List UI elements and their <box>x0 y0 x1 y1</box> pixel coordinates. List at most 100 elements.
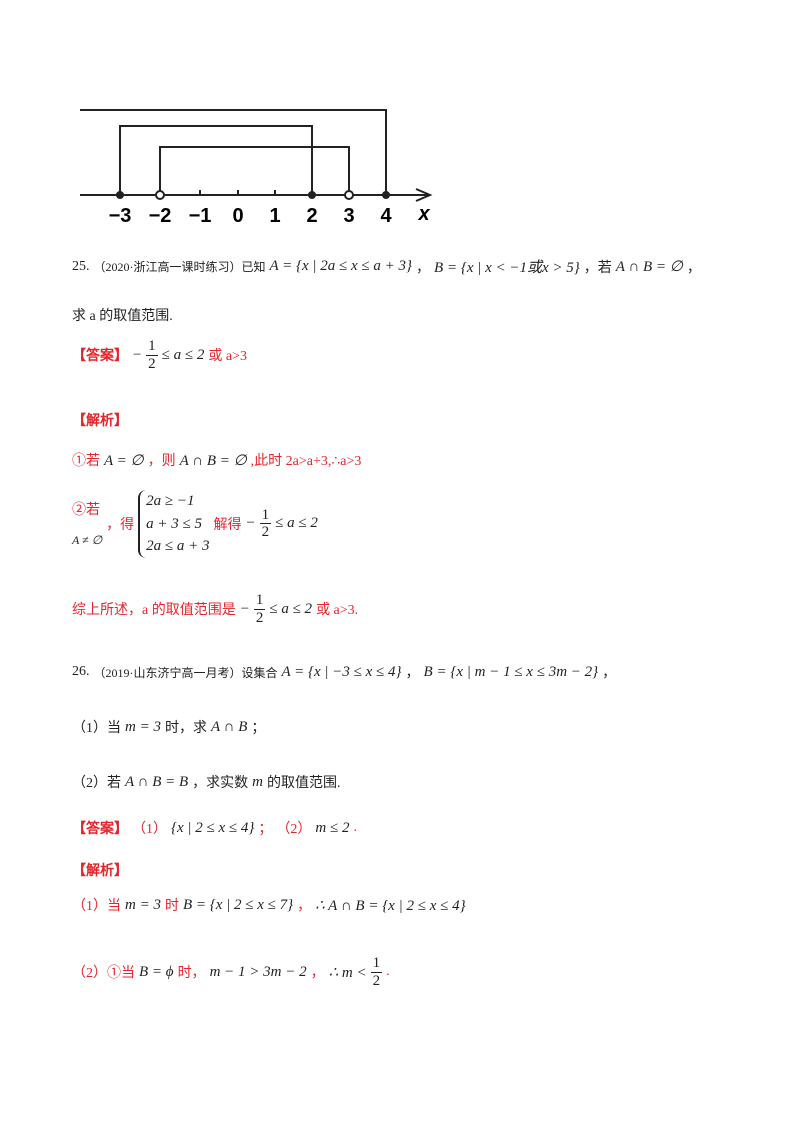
math: {x | 2 ≤ x ≤ 4} <box>171 819 255 836</box>
numerator: 1 <box>146 338 158 356</box>
tick-label: 1 <box>269 205 280 227</box>
closed-dot <box>382 191 390 199</box>
q25-line: 25. （2020·浙江高一课时练习）已知 A = {x | 2a ≤ x ≤ … <box>72 258 701 276</box>
text: ,此时 2a>a+3,∴a>3 <box>250 454 362 469</box>
answer-tag: 【答案】 <box>72 822 128 837</box>
math: B = ϕ <box>139 963 174 980</box>
text: . <box>353 820 357 835</box>
math: B = {x | m − 1 ≤ x ≤ 3m − 2} <box>423 663 599 680</box>
q26-part1: （1）当 m = 3 时，求 A ∩ B ； <box>72 717 265 737</box>
text: ； <box>258 822 273 837</box>
text: ， <box>297 899 312 914</box>
math: A = {x | −3 ≤ x ≤ 4} <box>281 663 402 680</box>
analysis-tag: 【解析】 <box>72 864 128 879</box>
tick-label: 4 <box>380 205 392 227</box>
closed-dot <box>308 191 316 199</box>
text: ， <box>602 666 617 681</box>
text: （2） <box>276 822 312 837</box>
math: A = {x | 2a ≤ x ≤ a + 3} <box>269 258 413 274</box>
math: ∴ m < <box>328 964 367 981</box>
denominator: 2 <box>255 609 264 626</box>
q-number: 26. <box>72 664 90 679</box>
bracket-middle <box>119 125 313 195</box>
q26-analysis-1: （1）当 m = 3 时 B = {x | 2 ≤ x ≤ 7} ， ∴ A ∩… <box>72 895 466 915</box>
q26-line: 26. （2019·山东济宁高一月考）设集合 A = {x | −3 ≤ x ≤… <box>72 662 616 682</box>
math: B = {x | 2 ≤ x ≤ 7} <box>182 896 294 913</box>
equation: a + 3 ≤ 5 <box>146 515 203 532</box>
text: ，求实数 <box>192 776 249 791</box>
q-number: 25. <box>72 258 90 274</box>
text: （2）①当 <box>72 966 135 981</box>
text: 或 a>3. <box>316 603 359 618</box>
text: ，若 <box>583 260 612 276</box>
q26-part2: （2）若 A ∩ B = B ，求实数 m 的取值范围. <box>72 772 341 792</box>
equation: 2a ≤ a + 3 <box>146 538 210 554</box>
system: 2a ≥ −1 a + 3 ≤ 5 2a ≤ a + 3 <box>138 490 210 558</box>
text: ，得 <box>106 517 135 533</box>
closed-dot <box>116 191 124 199</box>
math: B = {x | x < −1或x > 5} <box>434 260 580 276</box>
analysis-tag-line: 【解析】 <box>72 410 128 430</box>
tick-label: 2 <box>306 205 317 227</box>
math: m − 1 > 3m − 2 <box>209 963 307 980</box>
open-dot <box>155 190 165 200</box>
axis-label: x <box>417 203 430 225</box>
tick-label: 3 <box>343 205 354 227</box>
math: A ∩ B = ∅ <box>179 452 247 469</box>
text: 时 <box>164 899 179 914</box>
open-dot <box>344 190 354 200</box>
math: m = 3 <box>125 896 161 913</box>
text: ； <box>251 721 266 736</box>
math: ≤ a ≤ 2 <box>161 346 205 363</box>
numerator: 1 <box>370 955 383 973</box>
equation: 2a ≥ −1 <box>146 493 195 509</box>
case2: ②若 A ≠ ∅ ，得 2a ≥ −1 a + 3 ≤ 5 2a ≤ a + 3 … <box>72 490 318 558</box>
text: 的取值范围. <box>267 776 341 791</box>
text: 或 a>3 <box>208 349 247 364</box>
text: 时，求 <box>164 721 207 736</box>
math: A ≠ ∅ <box>72 533 103 548</box>
text: ，则 <box>147 454 176 469</box>
analysis-tag: 【解析】 <box>72 414 128 429</box>
text: 综上所述，a 的取值范围是 <box>72 603 236 618</box>
text: ， <box>686 260 701 276</box>
text: 解得 <box>213 517 242 533</box>
math: m <box>252 773 264 790</box>
tick-label: −2 <box>149 205 172 227</box>
bracket-inner <box>159 146 350 195</box>
tick-label: −3 <box>109 205 132 227</box>
math: m = 3 <box>125 718 161 735</box>
math: ≤ a ≤ 2 <box>269 600 313 617</box>
q25-ask: 求 a 的取值范围. <box>72 305 173 325</box>
tick-label: 0 <box>232 205 243 227</box>
math: m ≤ 2 <box>315 819 350 836</box>
text: （1）当 <box>72 899 121 914</box>
tick-label: −1 <box>189 205 212 227</box>
math: A = ∅ <box>104 452 144 469</box>
math: A ∩ B = B <box>125 773 189 790</box>
text: ， <box>310 966 325 981</box>
number-line-figure: x −3 −2 −1 0 1 2 3 4 <box>80 109 433 227</box>
math: − <box>132 346 143 363</box>
text: ， <box>405 666 420 681</box>
text: （2）若 <box>72 776 121 791</box>
denominator: 2 <box>261 524 270 541</box>
answer-tag: 【答案】 <box>72 349 128 364</box>
analysis-tag-line: 【解析】 <box>72 860 128 880</box>
numerator: 1 <box>253 592 266 610</box>
numerator: 1 <box>259 506 272 525</box>
denominator: 2 <box>372 972 381 989</box>
math: A ∩ B <box>210 718 248 735</box>
math: ∴ A ∩ B = {x | 2 ≤ x ≤ 4} <box>315 897 466 914</box>
axis-arrow <box>415 188 433 202</box>
text: ②若 <box>72 503 100 519</box>
text: （1）当 <box>72 721 121 736</box>
math: − <box>239 600 250 617</box>
